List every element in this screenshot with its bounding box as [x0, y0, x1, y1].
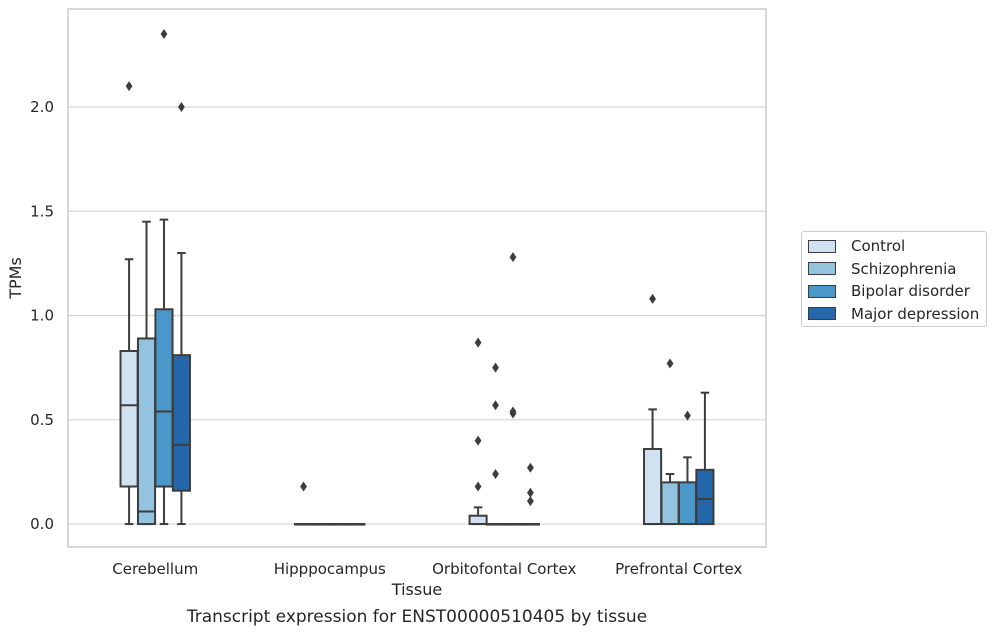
outlier-point [160, 29, 168, 40]
outlier-point [666, 358, 674, 369]
y-tick-label: 0.0 [30, 515, 54, 533]
outlier-point [300, 481, 307, 492]
x-axis-label: Tissue [391, 580, 442, 599]
box-body [468, 514, 488, 526]
legend-label: Major depression [851, 304, 980, 323]
y-tick-label: 2.0 [30, 98, 54, 116]
box-major-depression [695, 391, 715, 526]
outlier-point [492, 362, 499, 373]
box-control [643, 293, 663, 526]
y-tick-label: 0.5 [30, 411, 54, 429]
legend-label: Control [851, 237, 906, 255]
box-major-depression [346, 523, 366, 526]
box-major-depression [520, 462, 540, 526]
box-body [154, 308, 174, 488]
legend-label: Schizophrenia [851, 259, 957, 278]
box-body [643, 447, 663, 526]
legend-label: Bipolar disorder [851, 282, 970, 300]
box-schizophrenia [136, 220, 157, 526]
outlier-point [527, 462, 534, 473]
legend: Control Schizophrenia Bipolar disorder Majo… [801, 231, 987, 327]
box-body [119, 349, 139, 488]
outlier-point [649, 293, 656, 304]
outlier-point [527, 487, 534, 498]
box-schizophrenia [311, 523, 331, 526]
x-tick-label: Orbitofontal Cortex [432, 560, 576, 578]
box-body [695, 468, 715, 526]
outlier-point [509, 252, 517, 263]
outlier-point [474, 337, 482, 348]
outlier-point [474, 481, 482, 492]
box-bipolar-disorder [328, 523, 349, 526]
x-tick-labels: Cerebellum Hipppocampus Orbitofontal Corte… [112, 560, 742, 578]
box-body [660, 481, 680, 526]
outlier-point [474, 435, 482, 446]
outlier-point [178, 102, 185, 113]
y-tick-label: 1.0 [30, 307, 54, 325]
outlier-point [125, 81, 133, 92]
box-bipolar-disorder [503, 252, 523, 526]
x-tick-label: Cerebellum [112, 560, 198, 578]
legend-item: Schizophrenia [808, 259, 956, 279]
box-groups [119, 29, 715, 526]
x-tick-label: Hipppocampus [274, 560, 386, 578]
box-major-depression [171, 102, 191, 526]
outlier-point [509, 406, 517, 417]
box-body [136, 337, 157, 526]
legend-swatch [808, 284, 836, 298]
outlier-point [492, 400, 499, 411]
y-tick-label: 1.5 [30, 202, 54, 220]
legend-item: Bipolar disorder [808, 281, 970, 301]
box-control [468, 337, 488, 526]
legend-swatch [808, 307, 836, 320]
outlier-point [684, 410, 691, 421]
box-body [171, 354, 191, 492]
legend-swatch [808, 262, 836, 275]
box-bipolar-disorder [677, 410, 698, 526]
plot-frame [67, 8, 767, 548]
y-tick-labels: 0.0 0.5 1.0 1.5 2.0 [30, 98, 54, 533]
legend-item: Major depression [808, 304, 979, 324]
box-body [677, 481, 698, 526]
y-axis-label: TPMs [6, 257, 25, 300]
outlier-point [527, 496, 534, 507]
x-tick-label: Prefrontal Cortex [615, 560, 742, 578]
legend-swatch [808, 239, 836, 253]
outlier-point [492, 469, 499, 480]
legend-item: Control [808, 236, 905, 256]
box-schizophrenia [485, 362, 506, 526]
box-control [119, 81, 139, 526]
chart-caption: Transcript expression for ENST0000051040… [186, 607, 647, 627]
